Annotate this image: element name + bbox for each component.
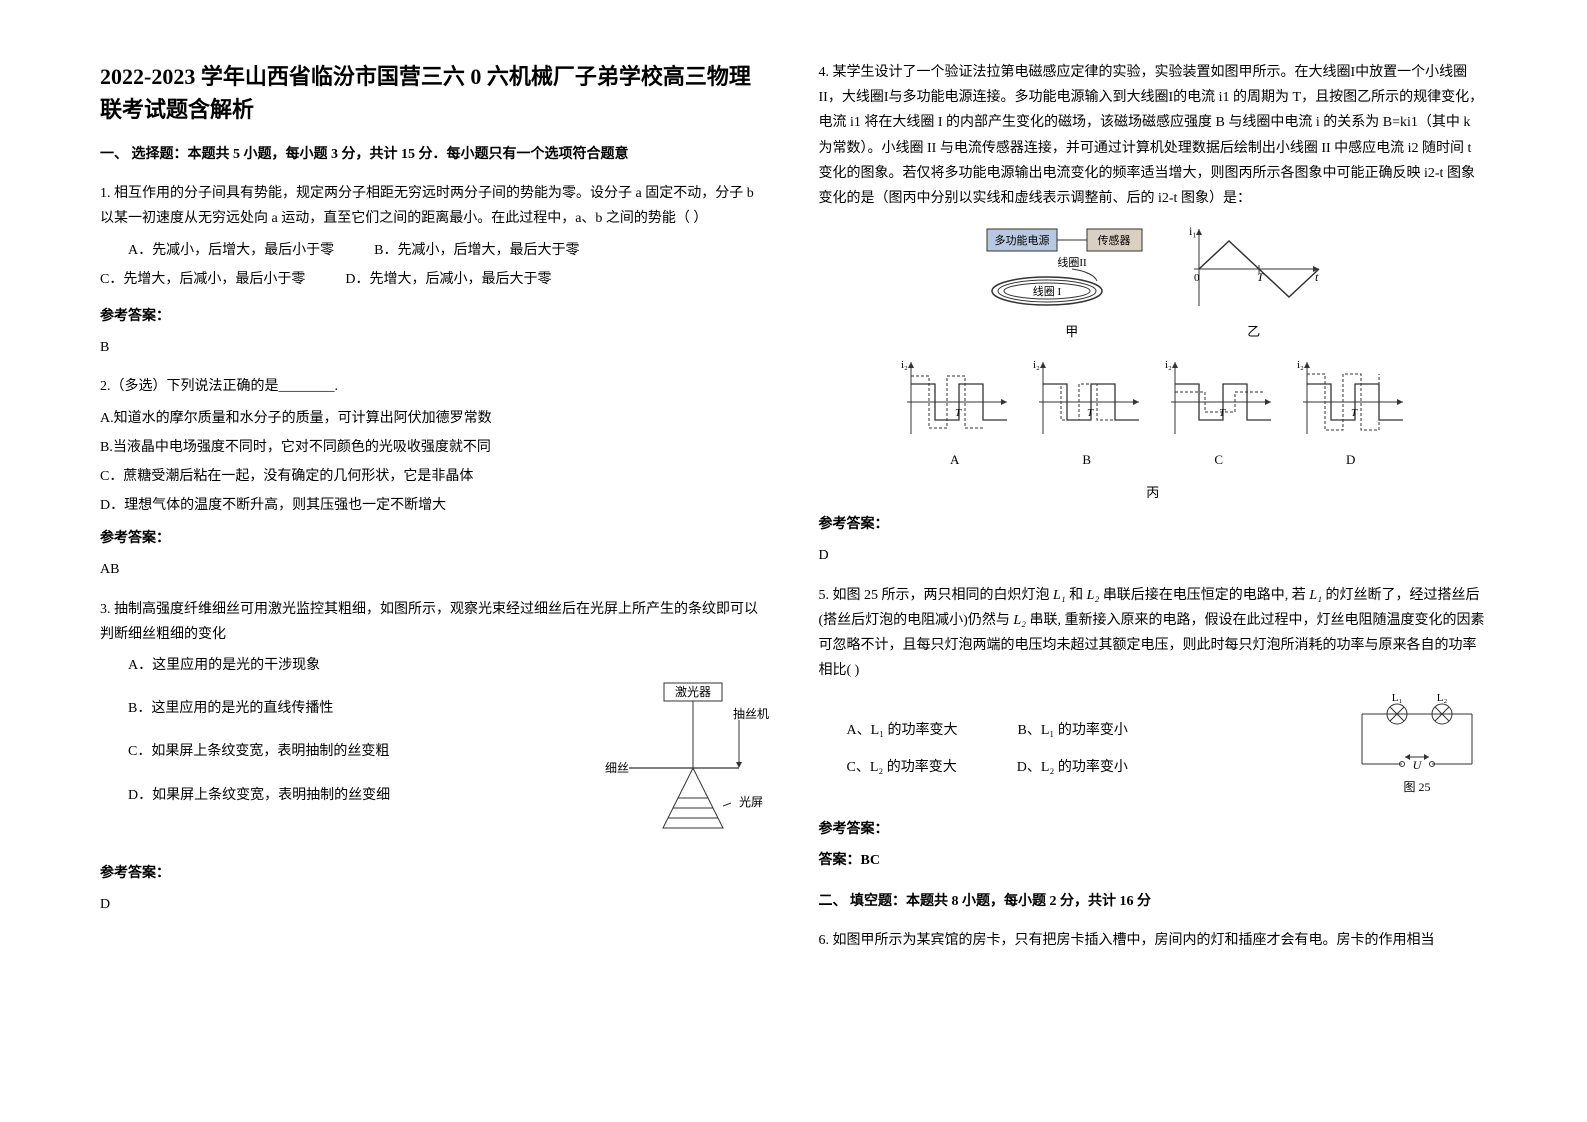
svg-text:T: T [1219, 407, 1226, 419]
svg-text:i₂: i₂ [1165, 359, 1172, 371]
q5-optC: C、L₂ 的功率变大 [847, 755, 957, 780]
section1-heading: 一、 选择题：本题共 5 小题，每小题 3 分，共计 15 分．每小题只有一个选… [100, 142, 769, 167]
svg-text:T: T [955, 407, 962, 419]
q4-fig-jia: 多功能电源 传感器 线圈II 线圈 I 甲 [977, 221, 1167, 343]
svg-text:传感器: 传感器 [1097, 234, 1130, 247]
q2-optA: A.知道水的摩尔质量和水分子的质量，可计算出阿伏加德罗常数 [100, 406, 769, 431]
question-3: 3. 抽制高强度纤维细丝可用激光监控其粗细，如图所示，观察光束经过细丝后在光屏上… [100, 597, 769, 918]
q3-optA: A．这里应用的是光的干涉现象 [128, 653, 587, 678]
page-title: 2022-2023 学年山西省临汾市国营三六 0 六机械厂子弟学校高三物理联考试… [100, 60, 769, 126]
q5-circuit-diagram: L₁ L₂ U 图 25 [1347, 689, 1487, 808]
q4-fig-D: i₂ T D [1291, 354, 1411, 471]
q5-optD: D、L₂ 的功率变小 [1017, 755, 1128, 780]
q4-fig-B: i₂ T B [1027, 354, 1147, 471]
svg-text:i₂: i₂ [1297, 359, 1304, 371]
q3-answer: D [100, 892, 769, 917]
svg-text:线圈II: 线圈II [1057, 255, 1087, 269]
q5-text: 5. 如图 25 所示，两只相同的白炽灯泡 L₁ 和 L₂ 串联后接在电压恒定的… [819, 583, 1488, 684]
q1-optA: A．先减小，后增大，最后小于零 [128, 238, 334, 263]
laser-label: 激光器 [674, 685, 710, 699]
q4-answer-label: 参考答案： [819, 512, 1488, 537]
svg-text:L₁: L₁ [1392, 692, 1403, 704]
q4-fig-yi: i₁ t T 0 乙 [1179, 221, 1329, 343]
q3-optC: C．如果屏上条纹变宽，表明抽制的丝变粗 [128, 739, 587, 764]
q4-fig-A: i₂ T A [895, 354, 1015, 471]
draw-label: 抽丝机 [732, 707, 768, 721]
svg-text:i₂: i₂ [1033, 359, 1040, 371]
q5-answer: 答案：BC [819, 848, 1488, 873]
question-1: 1. 相互作用的分子间具有势能，规定两分子相距无穷远时两分子间的势能为零。设分子… [100, 181, 769, 360]
q2-text: 2.（多选）下列说法正确的是________. [100, 374, 769, 399]
svg-text:i₂: i₂ [901, 359, 908, 371]
q3-diagram: 激光器 细丝 抽丝机 光屏 [599, 673, 769, 853]
q2-optB: B.当液晶中电场强度不同时，它对不同颜色的光吸收强度就不同 [100, 435, 769, 460]
q2-answer-label: 参考答案： [100, 526, 769, 551]
svg-text:i₁: i₁ [1189, 224, 1197, 238]
q6-text: 6. 如图甲所示为某宾馆的房卡，只有把房卡插入槽中，房间内的灯和插座才会有电。房… [819, 928, 1488, 953]
q1-answer-label: 参考答案： [100, 304, 769, 329]
question-4: 4. 某学生设计了一个验证法拉第电磁感应定律的实验，实验装置如图甲所示。在大线圈… [819, 60, 1488, 569]
svg-text:T: T [1257, 270, 1265, 284]
q5-optA: A、L₁ 的功率变大 [847, 718, 958, 743]
left-column: 2022-2023 学年山西省临汾市国营三六 0 六机械厂子弟学校高三物理联考试… [100, 60, 769, 1062]
svg-text:线圈 I: 线圈 I [1033, 284, 1062, 298]
q1-text: 1. 相互作用的分子间具有势能，规定两分子相距无穷远时两分子间的势能为零。设分子… [100, 181, 769, 231]
q4-text: 4. 某学生设计了一个验证法拉第电磁感应定律的实验，实验装置如图甲所示。在大线圈… [819, 60, 1488, 211]
question-2: 2.（多选）下列说法正确的是________. A.知道水的摩尔质量和水分子的质… [100, 374, 769, 582]
q4-bing-label: 丙 [819, 481, 1488, 504]
q5-answer-label: 参考答案： [819, 817, 1488, 842]
svg-text:0: 0 [1194, 272, 1200, 284]
q3-optD: D．如果屏上条纹变宽，表明抽制的丝变细 [128, 783, 587, 808]
section2-heading: 二、 填空题：本题共 8 小题，每小题 2 分，共计 16 分 [819, 889, 1488, 914]
q4-answer: D [819, 543, 1488, 568]
q5-optB: B、L₁ 的功率变小 [1018, 718, 1128, 743]
q4-fig-C: i₂ T C [1159, 354, 1279, 471]
right-column: 4. 某学生设计了一个验证法拉第电磁感应定律的实验，实验装置如图甲所示。在大线圈… [819, 60, 1488, 1062]
svg-text:T: T [1351, 407, 1358, 419]
q2-answer: AB [100, 557, 769, 582]
q1-optD: D．先增大，后减小，最后大于零 [345, 267, 551, 292]
laser-wire-diagram: 激光器 细丝 抽丝机 光屏 [599, 678, 769, 848]
screen-label: 光屏 [739, 795, 763, 809]
svg-text:多功能电源: 多功能电源 [994, 233, 1049, 247]
q3-text: 3. 抽制高强度纤维细丝可用激光监控其粗细，如图所示，观察光束经过细丝后在光屏上… [100, 597, 769, 647]
q1-answer: B [100, 335, 769, 360]
q3-answer-label: 参考答案： [100, 861, 769, 886]
q3-optB: B．这里应用的是光的直线传播性 [128, 696, 587, 721]
svg-text:图 25: 图 25 [1403, 780, 1430, 794]
question-6: 6. 如图甲所示为某宾馆的房卡，只有把房卡插入槽中，房间内的灯和插座才会有电。房… [819, 928, 1488, 953]
svg-text:T: T [1087, 407, 1094, 419]
q2-optC: C．蔗糖受潮后粘在一起，没有确定的几何形状，它是非晶体 [100, 464, 769, 489]
svg-text:L₂: L₂ [1437, 692, 1448, 704]
svg-text:U: U [1413, 758, 1423, 772]
q1-optC: C．先增大，后减小，最后小于零 [100, 267, 305, 292]
q2-optD: D．理想气体的温度不断升高，则其压强也一定不断增大 [100, 493, 769, 518]
question-5: 5. 如图 25 所示，两只相同的白炽灯泡 L₁ 和 L₂ 串联后接在电压恒定的… [819, 583, 1488, 873]
q1-optB: B．先减小，后增大，最后大于零 [374, 238, 579, 263]
wire-label: 细丝 [604, 761, 628, 775]
